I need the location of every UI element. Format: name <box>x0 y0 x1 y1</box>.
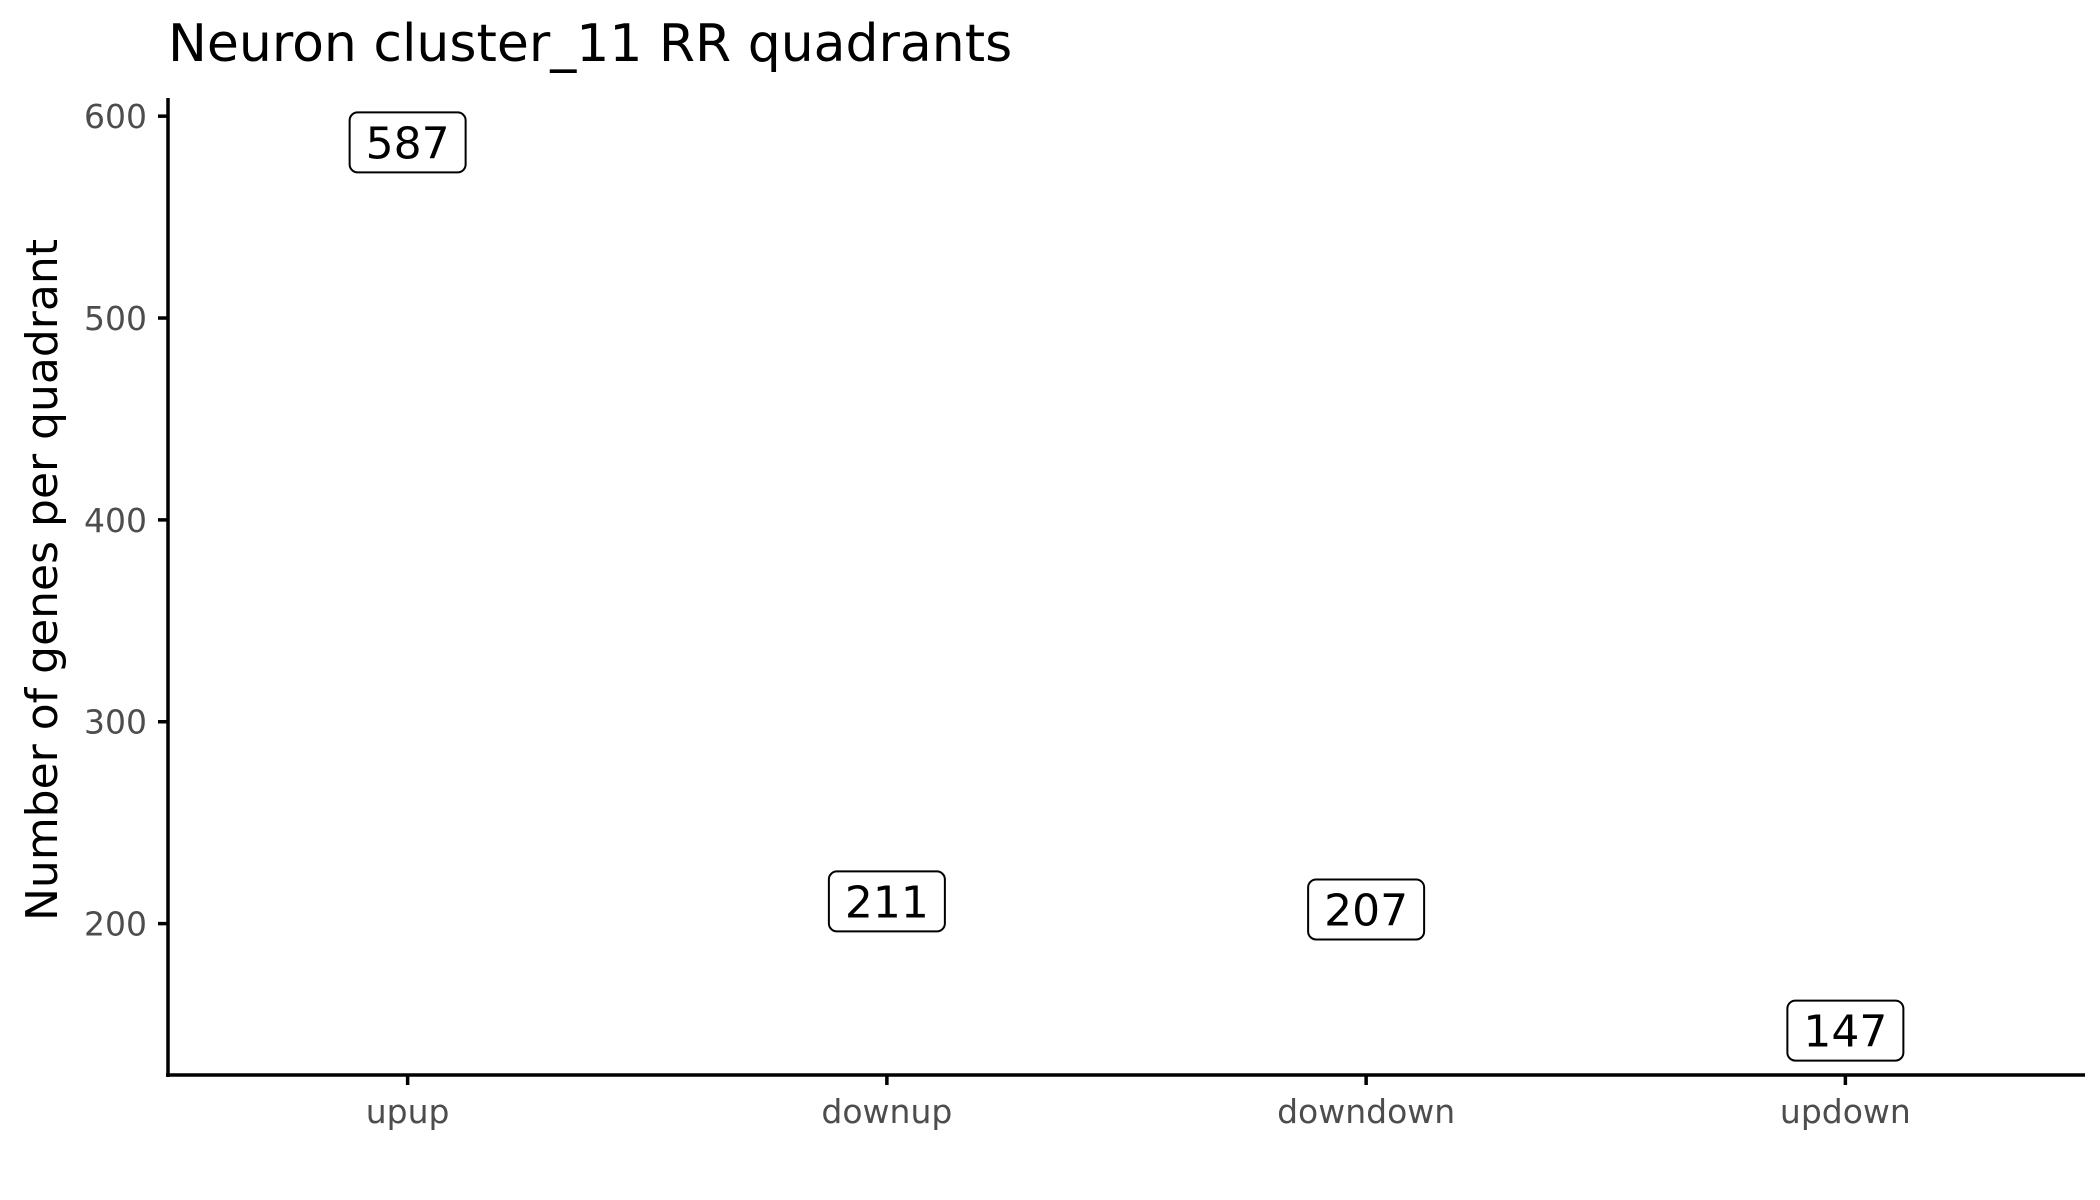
data-label-box <box>1786 999 1905 1062</box>
x-tick-label: downup <box>821 1092 952 1131</box>
x-tick-label: downdown <box>1277 1092 1455 1131</box>
data-label-value: 147 <box>1803 1007 1887 1058</box>
data-label-box <box>348 111 467 174</box>
x-tick-label: updown <box>1780 1092 1911 1131</box>
axes <box>166 98 2085 1077</box>
data-label-downup: 211 <box>827 870 946 933</box>
data-label-downdown: 207 <box>1307 878 1426 941</box>
y-tick-label: 500 <box>84 299 147 338</box>
data-label-value: 587 <box>366 118 450 169</box>
x-tick-label: upup <box>366 1092 450 1131</box>
chart-title: Neuron cluster_11 RR quadrants <box>168 14 1012 74</box>
data-label-box <box>827 870 946 933</box>
data-label-box <box>1307 878 1426 941</box>
y-tick-label: 300 <box>84 703 147 742</box>
x-ticks: upup downup downdown updown <box>366 1075 1911 1131</box>
y-axis-label: Number of genes per quadrant <box>17 239 68 921</box>
y-ticks: 200 300 400 500 600 <box>84 97 168 944</box>
y-tick-label: 400 <box>84 501 147 540</box>
y-tick-label: 600 <box>84 97 147 136</box>
data-label-value: 207 <box>1324 885 1408 936</box>
data-label-updown: 147 <box>1786 999 1905 1062</box>
data-labels: 587 211 207 147 <box>348 111 1905 1062</box>
data-label-upup: 587 <box>348 111 467 174</box>
data-label-value: 211 <box>845 877 929 928</box>
y-tick-label: 200 <box>84 905 147 944</box>
